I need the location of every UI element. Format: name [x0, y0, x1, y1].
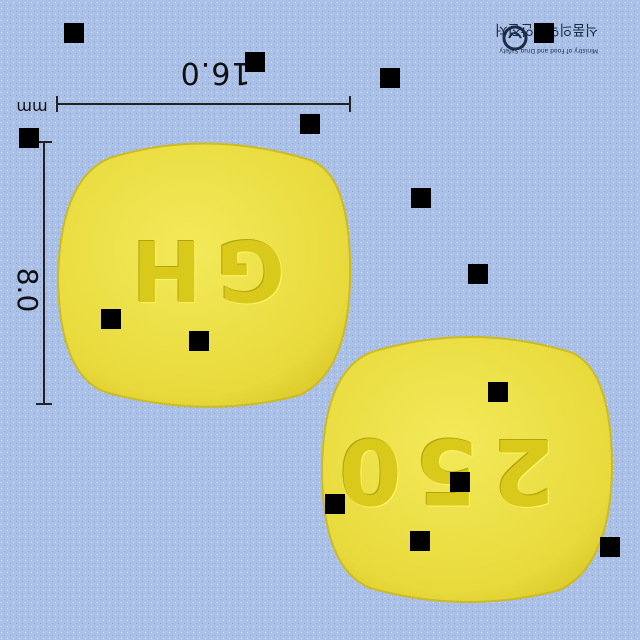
- pill-front-imprint: GH: [117, 221, 285, 319]
- noise-square: [19, 128, 39, 148]
- noise-square: [411, 188, 431, 208]
- noise-square: [488, 382, 508, 402]
- watermark-logo-icon: [502, 25, 528, 51]
- unit-label: mm: [16, 98, 48, 117]
- pill-back-shape: [320, 336, 614, 603]
- noise-square: [450, 472, 470, 492]
- watermark: Ministry of Food and Drug Safety 식품의약품안전…: [495, 18, 630, 58]
- noise-square: [325, 494, 345, 514]
- noise-square: [410, 531, 430, 551]
- width-ruler: [56, 96, 351, 112]
- noise-square: [64, 23, 84, 43]
- noise-square: [300, 114, 320, 134]
- noise-square: [380, 68, 400, 88]
- pill-front-shape: [56, 142, 352, 408]
- noise-square: [468, 264, 488, 284]
- noise-square: [101, 309, 121, 329]
- height-measurement: 8.0: [11, 267, 44, 313]
- pill-back-imprint: 250: [325, 418, 555, 523]
- noise-square: [534, 23, 554, 43]
- noise-square: [245, 52, 265, 72]
- watermark-subtext: Ministry of Food and Drug Safety: [499, 47, 598, 54]
- noise-square: [600, 537, 620, 557]
- noise-square: [189, 331, 209, 351]
